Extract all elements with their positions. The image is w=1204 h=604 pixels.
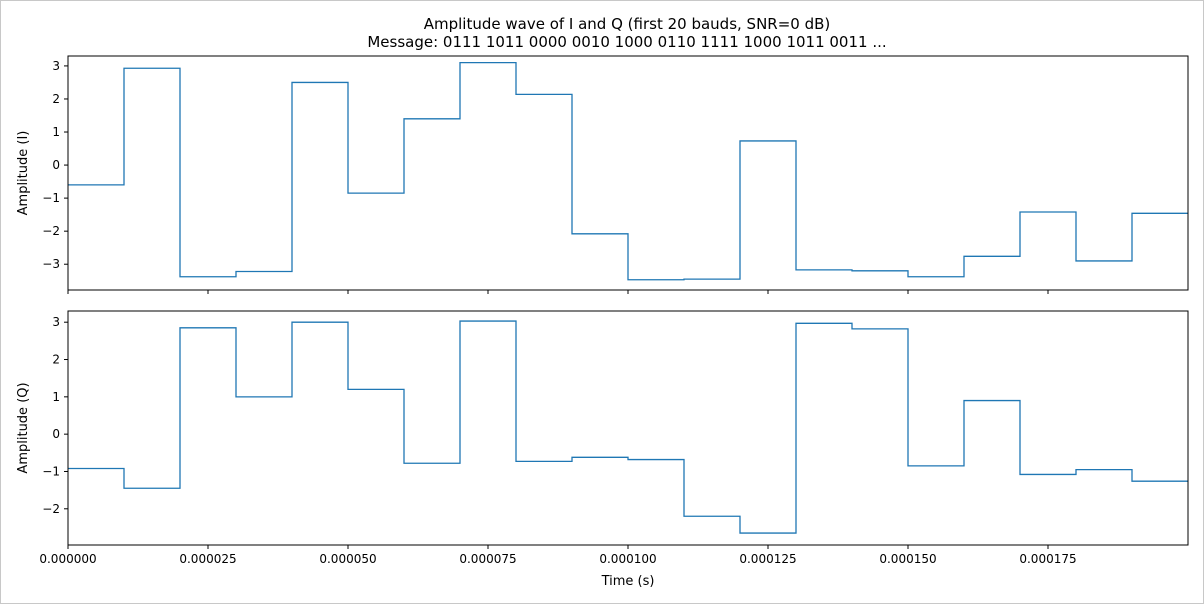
x-axis-label: Time (s) bbox=[601, 574, 655, 589]
plots: −3 −2 −1 0 1 2 3 Amplitude (I) −2 −1 0 1 2 3 Amplitude… bbox=[16, 55, 1189, 566]
y-tick-label: 1 bbox=[52, 125, 60, 139]
x-tick-label: 0.000100 bbox=[599, 552, 656, 566]
y-tick-label: −3 bbox=[42, 257, 60, 271]
x-tick-label: 0.000125 bbox=[739, 552, 796, 566]
y-tick-label: −2 bbox=[42, 224, 60, 238]
x-tick-label: 0.000175 bbox=[1019, 552, 1076, 566]
x-tick-label: 0.000050 bbox=[319, 552, 376, 566]
y-tick-label: 2 bbox=[52, 353, 60, 367]
subplot-1: −3 −2 −1 0 1 2 3 Amplitude (I) bbox=[16, 55, 1189, 294]
y-tick-label: 0 bbox=[52, 427, 60, 441]
y-tick-label: 3 bbox=[52, 315, 60, 329]
y-axis-label: Amplitude (Q) bbox=[16, 382, 31, 473]
x-tick-label: 0.000025 bbox=[179, 552, 236, 566]
y-tick-label: −1 bbox=[42, 191, 60, 205]
series-line bbox=[68, 320, 1188, 534]
y-tick-label: −2 bbox=[42, 502, 60, 516]
y-tick-label: 0 bbox=[52, 158, 60, 172]
y-tick-label: −1 bbox=[42, 464, 60, 478]
x-tick-label: 0.000075 bbox=[459, 552, 516, 566]
x-tick-label: 0.000150 bbox=[879, 552, 936, 566]
y-tick-label: 3 bbox=[52, 59, 60, 73]
chart-subtitle: Message: 0111 1011 0000 0010 1000 0110 1… bbox=[367, 33, 886, 51]
x-tick-label: 0.000000 bbox=[39, 552, 96, 566]
chart-title: Amplitude wave of I and Q (first 20 baud… bbox=[424, 15, 831, 33]
y-tick-label: 2 bbox=[52, 92, 60, 106]
series-line bbox=[68, 61, 1188, 281]
y-tick-label: 1 bbox=[52, 390, 60, 404]
y-axis-label: Amplitude (I) bbox=[16, 131, 31, 216]
subplot-2: −2 −1 0 1 2 3 Amplitude (Q) 0.000000 0.000025 0.0… bbox=[16, 310, 1189, 566]
